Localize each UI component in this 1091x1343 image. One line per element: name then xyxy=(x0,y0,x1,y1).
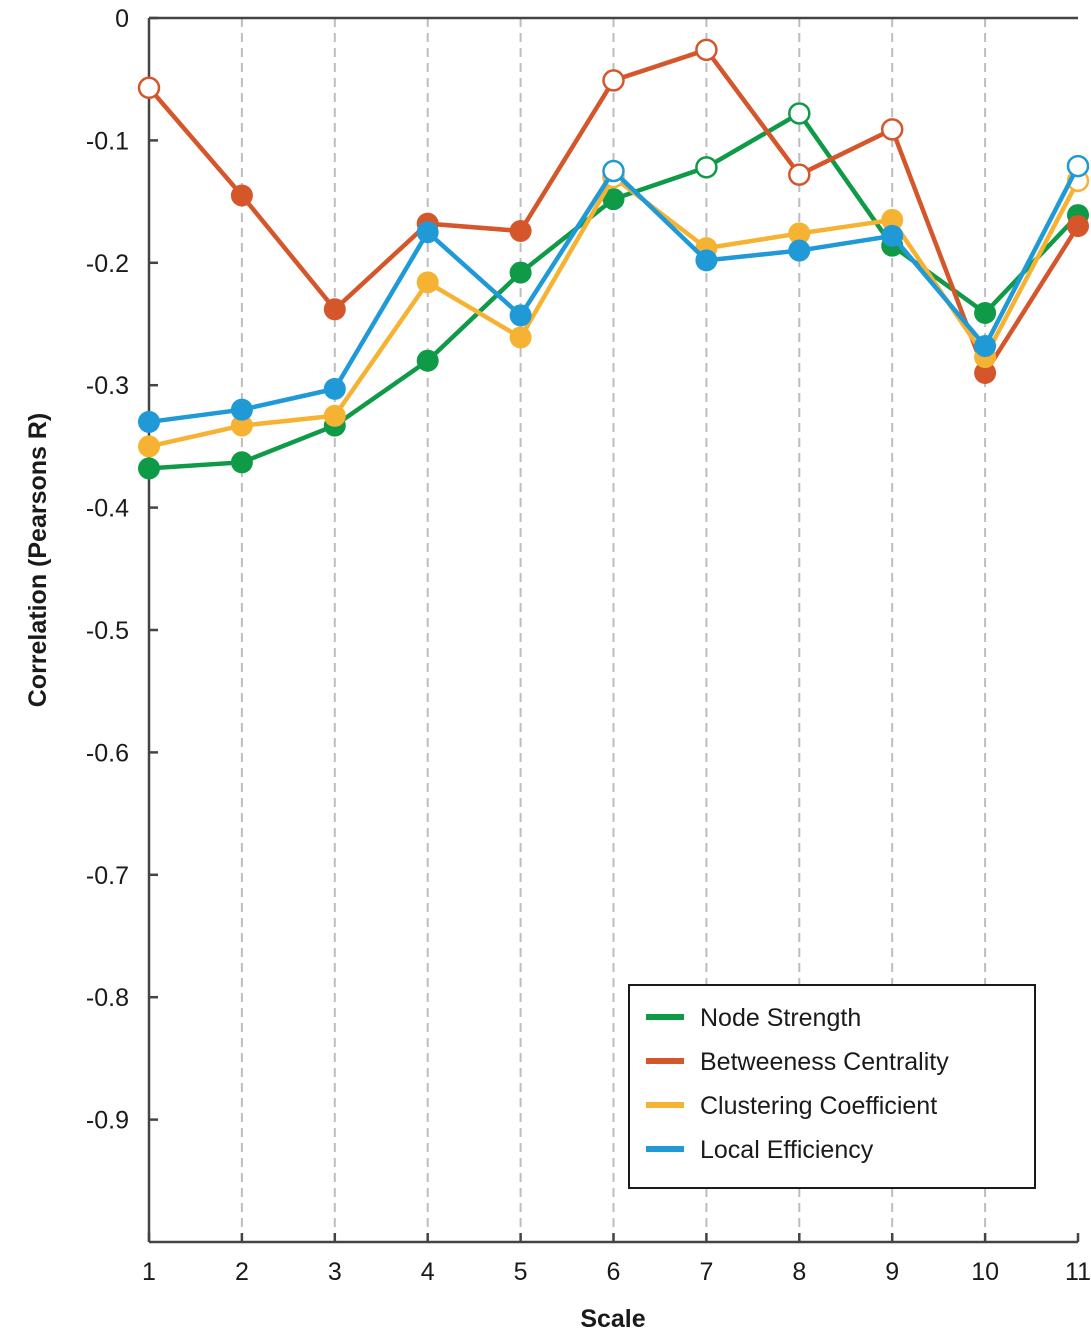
legend-label: Node Strength xyxy=(700,1004,861,1032)
data-point xyxy=(137,76,161,100)
x-ticks: 1 2 3 4 5 6 7 8 9 10 11 xyxy=(142,1233,1091,1286)
data-point xyxy=(323,404,346,427)
data-point xyxy=(138,410,160,433)
data-point xyxy=(416,271,439,294)
x-tick-label: 9 xyxy=(885,1258,899,1286)
y-tick-label: -0.8 xyxy=(86,984,129,1012)
y-axis-title: Correlation (Pearsons R) xyxy=(24,413,52,708)
data-point xyxy=(602,188,625,211)
y-tick-label: -0.5 xyxy=(86,617,129,645)
x-tick-label: 4 xyxy=(421,1258,435,1286)
data-point xyxy=(323,298,346,321)
x-tick-label: 6 xyxy=(607,1258,621,1286)
data-point xyxy=(138,457,160,480)
data-point xyxy=(695,38,718,62)
x-tick-label: 2 xyxy=(235,1258,249,1286)
x-tick-label: 7 xyxy=(699,1258,713,1286)
legend-box xyxy=(628,984,1036,1189)
series xyxy=(137,38,1090,480)
series-local-efficiency xyxy=(138,154,1090,433)
data-point xyxy=(509,219,532,242)
data-point xyxy=(602,159,625,183)
data-point xyxy=(788,102,811,125)
data-point xyxy=(974,301,997,324)
data-point xyxy=(974,335,997,358)
y-tick-label: -0.3 xyxy=(86,372,129,400)
x-tick-label: 10 xyxy=(971,1258,999,1286)
legend-label: Betweeness Centrality xyxy=(700,1048,949,1076)
y-tick-label: -0.9 xyxy=(86,1107,129,1135)
data-point xyxy=(230,398,253,421)
legend-label: Local Efficiency xyxy=(700,1136,874,1164)
data-point xyxy=(974,361,997,384)
data-point xyxy=(788,163,811,186)
x-axis-title: Scale xyxy=(580,1305,645,1333)
data-point xyxy=(138,435,160,458)
y-tick-label: -0.6 xyxy=(86,739,129,767)
data-point xyxy=(230,184,253,207)
data-point xyxy=(788,239,811,262)
y-tick-label: -0.4 xyxy=(86,495,129,523)
data-point xyxy=(695,156,718,179)
legend-label: Clustering Coefficient xyxy=(700,1092,937,1120)
x-tick-label: 3 xyxy=(328,1258,342,1286)
data-point xyxy=(416,349,439,372)
x-tick-label: 5 xyxy=(514,1258,528,1286)
data-point xyxy=(230,414,253,437)
y-tick-label: -0.7 xyxy=(86,862,129,890)
data-point xyxy=(509,261,532,284)
y-tick-label: 0 xyxy=(115,5,129,33)
data-point xyxy=(881,224,904,247)
data-point xyxy=(323,377,346,400)
x-tick-label: 8 xyxy=(792,1258,806,1286)
data-point xyxy=(230,451,253,474)
series-betweeness-centrality xyxy=(137,38,1089,384)
y-tick-label: -0.1 xyxy=(86,127,129,155)
data-point xyxy=(416,221,439,244)
data-point xyxy=(695,249,718,272)
data-point xyxy=(509,304,532,327)
data-point xyxy=(602,69,625,92)
data-point xyxy=(1067,215,1089,238)
y-ticks: 0 -0.1 -0.2 -0.3 -0.4 -0.5 -0.6 -0.7 -0.8 -0.9 xyxy=(86,5,158,1135)
data-point xyxy=(881,208,904,231)
y-tick-label: -0.2 xyxy=(86,250,129,278)
data-point xyxy=(509,326,532,349)
data-point xyxy=(880,118,904,141)
data-point xyxy=(788,222,811,245)
x-tick-label: 1 xyxy=(142,1258,156,1286)
legend: Node Strength Betweeness Centrality Cluste… xyxy=(628,984,1036,1189)
x-tick-label: 11 xyxy=(1065,1258,1091,1286)
data-point xyxy=(1066,154,1090,178)
